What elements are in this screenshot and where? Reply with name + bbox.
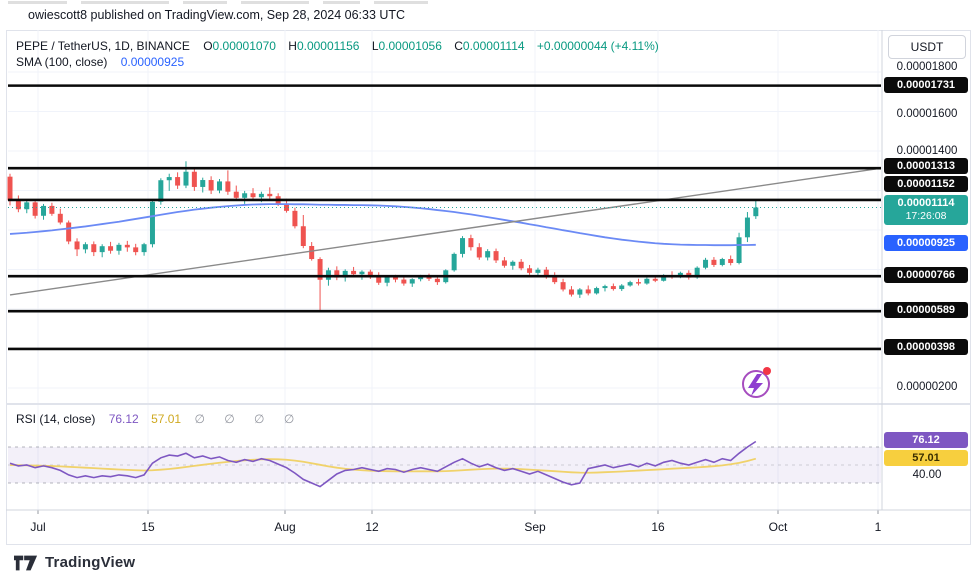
last-price-value: 0.00001114	[897, 197, 955, 209]
time-axis-label: 15	[141, 520, 155, 534]
price-axis-label: 0.00001400	[896, 145, 958, 157]
tradingview-logo-icon	[14, 555, 38, 570]
price-axis-label: 0.00001800	[896, 61, 958, 73]
sma-label: SMA (100, close)	[16, 55, 108, 69]
low-label: L	[371, 39, 379, 53]
change-value: +0.00000044 (+4.11%)	[536, 39, 659, 53]
currency-toggle-button[interactable]: USDT	[888, 35, 966, 59]
chart-widget-frame	[6, 30, 971, 545]
open-value: 0.00001070	[212, 39, 276, 53]
tradingview-logo[interactable]: TradingView	[14, 554, 135, 571]
price-level-badge: 0.00001152	[884, 176, 968, 192]
time-axis-label: Oct	[768, 520, 788, 534]
price-level-badge: 0.00000398	[884, 339, 968, 355]
countdown-timer: 17:26:08	[905, 210, 947, 222]
symbol-title: PEPE / TetherUS, 1D, BINANCE	[16, 39, 190, 53]
price-level-badge: 0.00001313	[884, 158, 968, 174]
rsi-axis-label: 40.00	[912, 469, 942, 481]
flash-idea-button[interactable]	[742, 367, 771, 398]
rsi-legend: RSI (14, close) 76.12 57.01 ∅ ∅ ∅ ∅	[16, 412, 302, 426]
time-axis-label: Aug	[274, 520, 296, 534]
rsi-empty-slots: ∅ ∅ ∅ ∅	[194, 412, 303, 426]
symbol-legend: PEPE / TetherUS, 1D, BINANCE O0.00001070…	[16, 39, 659, 53]
price-axis-label: 0.00000200	[896, 381, 958, 393]
high-label: H	[288, 39, 297, 53]
sma-legend: SMA (100, close) 0.00000925	[16, 55, 184, 69]
open-label: O	[203, 39, 213, 53]
low-value: 0.00001056	[378, 39, 442, 53]
price-level-badge: 0.00001731	[884, 77, 968, 93]
time-axis-label: Jul	[30, 520, 46, 534]
price-axis-label: 0.00001600	[896, 108, 958, 120]
rsi-value-badge: 57.01	[884, 450, 968, 466]
cropped-browser-text	[8, 1, 428, 4]
rsi-ma-value: 57.01	[151, 412, 182, 426]
sma-value-badge: 0.00000925	[884, 235, 968, 251]
rsi-label: RSI (14, close)	[16, 412, 96, 426]
rsi-value: 76.12	[108, 412, 139, 426]
high-value: 0.00001156	[296, 39, 360, 53]
close-value: 0.00001114	[462, 39, 525, 53]
rsi-value-badge: 76.12	[884, 432, 968, 448]
last-price-badge: 0.00001114 17:26:08	[884, 195, 968, 225]
time-axis-label: 12	[365, 520, 379, 534]
close-label: C	[454, 39, 463, 53]
sma-value: 0.00000925	[120, 55, 185, 69]
tradingview-logo-text: TradingView	[45, 554, 136, 571]
attribution-text: owiescott8 published on TradingView.com,…	[28, 8, 406, 22]
price-level-badge: 0.00000766	[884, 267, 968, 283]
time-axis-label: 1	[874, 520, 882, 534]
time-axis-label: 16	[651, 520, 665, 534]
time-axis-label: Sep	[524, 520, 546, 534]
price-level-badge: 0.00000589	[884, 302, 968, 318]
